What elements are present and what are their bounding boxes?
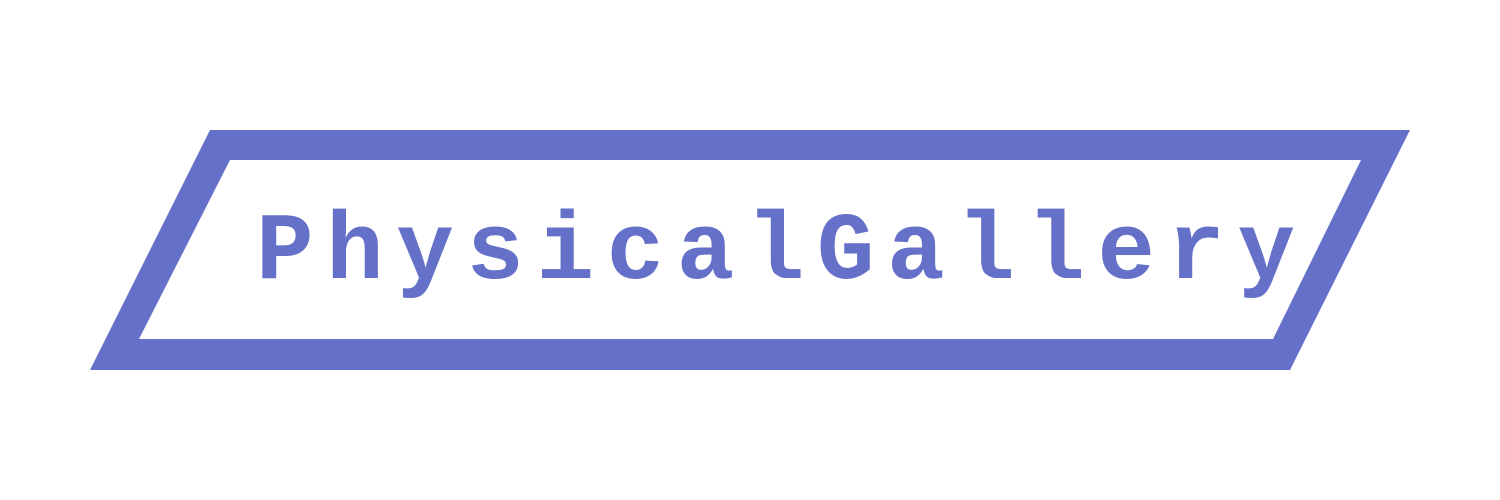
parallelogram-frame xyxy=(90,130,1410,370)
logo-wordmark: PhysicalGallery xyxy=(256,198,1308,307)
